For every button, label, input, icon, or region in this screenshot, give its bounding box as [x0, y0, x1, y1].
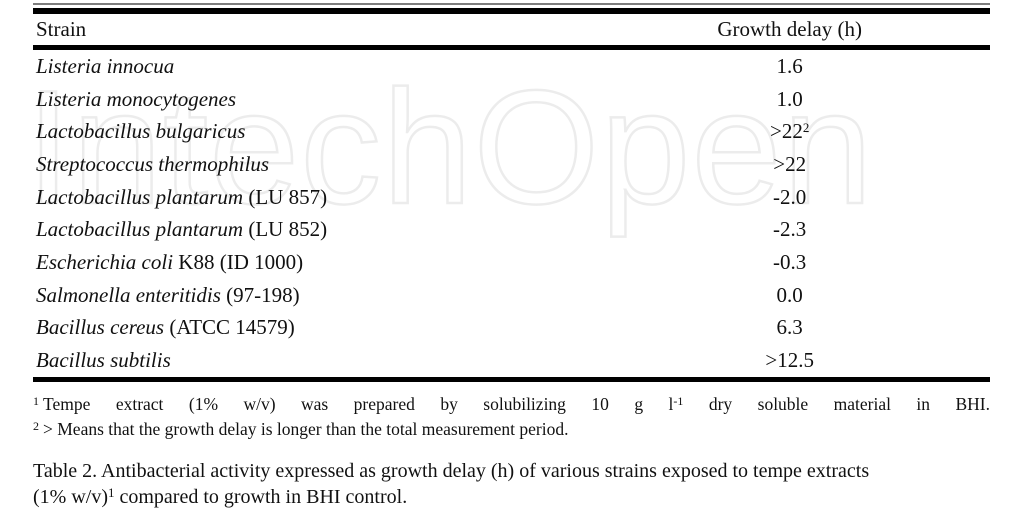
table-row: Bacillus cereus (ATCC 14579) 6.3 [33, 312, 990, 345]
strain-name-roman: (LU 852) [243, 217, 328, 242]
strain-name-italic: Lactobacillus bulgaricus [36, 119, 246, 144]
value-text: -2.0 [773, 184, 807, 209]
table-row: Streptococcus thermophilus >22 [33, 148, 990, 181]
footnote-1-text-b: dry soluble material in BHI. [683, 393, 990, 414]
footnote-1: 1 Tempe extract (1% w/v) was prepared by … [33, 393, 990, 418]
strain-name-italic: Salmonella enteritidis [36, 282, 221, 307]
table-top-thick-rule [33, 8, 990, 14]
value-text: -0.3 [773, 249, 807, 274]
caption-superscript: 1 [107, 484, 115, 500]
table-row: Bacillus subtilis >12.5 [33, 344, 990, 377]
growth-delay-value: >12.5 [589, 348, 990, 373]
table-header-row: Strain Growth delay (h) [33, 14, 990, 45]
caption-text-b: compared to growth in BHI control. [114, 485, 408, 508]
strain-name-roman: (ATCC 14579) [164, 315, 295, 340]
strain-name-roman: (97-198) [220, 282, 300, 307]
footnote-2: 2 > Means that the growth delay is longer… [33, 418, 990, 443]
table-row: Lactobacillus plantarum (LU 852) -2.3 [33, 213, 990, 246]
footnotes: 1 Tempe extract (1% w/v) was prepared by … [33, 393, 990, 443]
table-bottom-rule [33, 376, 990, 382]
value-text: 0.0 [776, 282, 803, 307]
strain-name: Lactobacillus plantarum (LU 852) [33, 217, 589, 242]
table-row: Listeria innocua 1.6 [33, 50, 990, 83]
strain-name-italic: Escherichia coli [36, 249, 174, 274]
strain-name-italic: Listeria innocua [36, 53, 175, 78]
growth-delay-value: >222 [589, 119, 990, 144]
strain-name-italic: Lactobacillus plantarum [36, 217, 244, 242]
strain-name: Listeria monocytogenes [33, 87, 589, 112]
growth-delay-value: 1.0 [589, 87, 990, 112]
value-text: 1.0 [776, 86, 803, 111]
strain-name: Lactobacillus bulgaricus [33, 119, 589, 144]
table-caption: Table 2. Antibacterial activity expresse… [33, 458, 871, 512]
table-row: Lactobacillus bulgaricus >222 [33, 115, 990, 148]
table-row: Lactobacillus plantarum (LU 857) -2.0 [33, 181, 990, 214]
growth-delay-value: 6.3 [589, 315, 990, 340]
strain-name: Bacillus subtilis [33, 348, 589, 373]
growth-delay-value: -2.3 [589, 217, 990, 242]
strain-name-roman: K88 (ID 1000) [173, 249, 304, 274]
value-text: 6.3 [776, 315, 803, 340]
table-top-thin-rule [33, 3, 990, 5]
strain-name-italic: Bacillus cereus [36, 315, 165, 340]
column-header-strain: Strain [36, 17, 87, 41]
value-superscript: 2 [802, 120, 810, 136]
table-row: Salmonella enteritidis (97-198) 0.0 [33, 279, 990, 312]
strain-name: Escherichia coli K88 (ID 1000) [33, 250, 589, 275]
footnote-2-marker: 2 [33, 418, 39, 433]
growth-delay-value: 0.0 [589, 283, 990, 308]
strain-name-italic: Listeria monocytogenes [36, 86, 237, 111]
footnote-1-superscript: -1 [673, 393, 684, 408]
column-header-growth-delay: Growth delay (h) [717, 17, 862, 41]
strain-name-roman: (LU 857) [243, 184, 328, 209]
publisher-watermark: IntechOpen [25, 56, 874, 240]
strain-name: Streptococcus thermophilus [33, 152, 589, 177]
growth-delay-value: 1.6 [589, 54, 990, 79]
footnote-1-text-a: Tempe extract (1% w/v) was prepared by s… [43, 393, 674, 414]
value-text: 1.6 [776, 53, 803, 78]
table-container: Strain Growth delay (h) Listeria innocua… [33, 0, 990, 512]
strain-name: Lactobacillus plantarum (LU 857) [33, 185, 589, 210]
strain-name-italic: Lactobacillus plantarum [36, 184, 244, 209]
growth-delay-value: >22 [589, 152, 990, 177]
strain-name-italic: Streptococcus thermophilus [36, 151, 270, 176]
strain-name: Salmonella enteritidis (97-198) [33, 283, 589, 308]
table-row: Listeria monocytogenes 1.0 [33, 83, 990, 116]
growth-delay-value: -0.3 [589, 250, 990, 275]
strain-name-italic: Bacillus subtilis [36, 348, 171, 373]
footnote-1-marker: 1 [33, 393, 39, 408]
caption-text-a: Table 2. Antibacterial activity expresse… [33, 459, 870, 508]
strain-name: Bacillus cereus (ATCC 14579) [33, 315, 589, 340]
growth-delay-value: -2.0 [589, 185, 990, 210]
footnote-2-text: > Means that the growth delay is longer … [43, 418, 569, 439]
table-row: Escherichia coli K88 (ID 1000) -0.3 [33, 246, 990, 279]
value-text: >22 [773, 151, 807, 176]
value-text: -2.3 [773, 217, 807, 242]
strain-name: Listeria innocua [33, 54, 589, 79]
header-separator-rule [33, 45, 990, 50]
value-text: >12.5 [765, 348, 814, 373]
value-text: >22 [769, 119, 803, 144]
